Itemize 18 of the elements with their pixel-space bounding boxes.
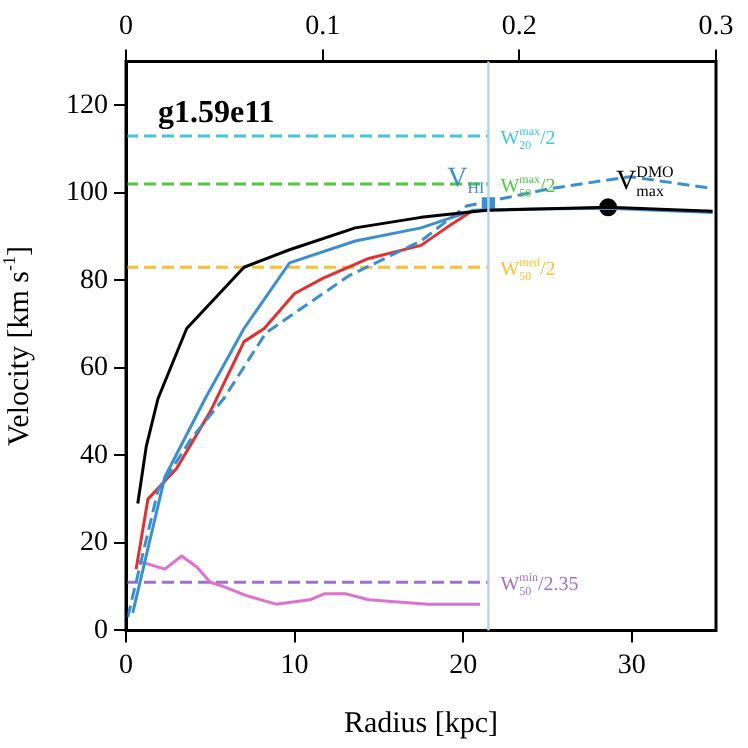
y-tick-label: 120 (66, 90, 108, 121)
y-tick-label: 20 (80, 528, 108, 559)
y-tick-label: 40 (80, 440, 108, 471)
x-tick-label: 10 (280, 650, 309, 681)
x2-tick-label: 0.2 (501, 12, 537, 43)
x-tick-label: 20 (449, 650, 478, 681)
y-axis-title: Velocity [km s-1] (0, 246, 36, 446)
text: g1.59e11 (158, 95, 275, 130)
x2-tick-label: 0 (119, 12, 133, 43)
x-tick-label: 30 (617, 650, 646, 681)
y-tick-label: 100 (66, 178, 108, 209)
x2-tick-label: 0.1 (305, 12, 341, 43)
x-axis-title: Radius [kpc] (343, 708, 499, 740)
x2-tick-label: 0.3 (698, 12, 734, 43)
y-tick-label: 80 (80, 265, 108, 296)
y-tick-label: 0 (94, 615, 108, 646)
y-tick-label: 60 (80, 353, 108, 384)
x-tick-label: 0 (119, 650, 133, 681)
